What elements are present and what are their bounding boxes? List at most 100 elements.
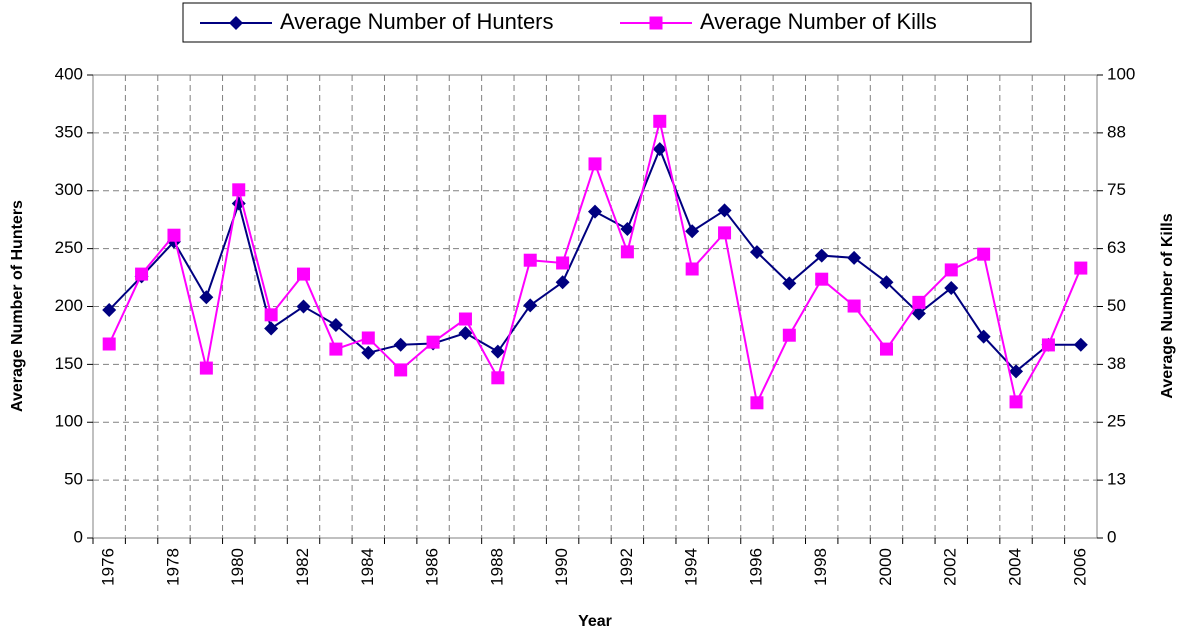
data-point (426, 335, 440, 349)
data-point (815, 272, 829, 286)
y-tick-label: 50 (64, 470, 83, 489)
x-tick-label: 1986 (423, 548, 442, 586)
data-point (912, 295, 926, 309)
legend-marker (649, 16, 663, 30)
y2-tick-label: 38 (1107, 354, 1126, 373)
data-point (394, 363, 408, 377)
data-point (879, 275, 894, 290)
data-point (944, 263, 958, 277)
data-point (135, 267, 149, 281)
data-point (393, 337, 408, 352)
y2-tick-label: 13 (1107, 470, 1126, 489)
data-point (718, 226, 732, 240)
x-tick-label: 2004 (1006, 548, 1025, 586)
data-point (977, 247, 991, 261)
x-tick-label: 1980 (228, 548, 247, 586)
x-tick-label: 1976 (99, 548, 118, 586)
data-point (296, 299, 311, 314)
data-point (847, 299, 861, 313)
x-tick-label: 2006 (1070, 548, 1089, 586)
data-point (782, 276, 797, 291)
legend-label: Average Number of Hunters (280, 9, 554, 34)
y-tick-label: 100 (55, 412, 83, 431)
y-tick-label: 250 (55, 238, 83, 257)
data-point (911, 306, 926, 321)
x-tick-label: 1988 (487, 548, 506, 586)
data-point (685, 224, 700, 239)
x-tick-label: 1990 (552, 548, 571, 586)
data-point (847, 250, 862, 265)
x-tick-label: 2000 (876, 548, 895, 586)
data-point (782, 328, 796, 342)
data-point (652, 142, 667, 157)
data-point (1009, 395, 1023, 409)
data-point (944, 280, 959, 295)
y-tick-label: 400 (55, 64, 83, 83)
data-point (750, 396, 764, 410)
y2-tick-label: 25 (1107, 412, 1126, 431)
data-point (523, 298, 538, 313)
data-point (361, 345, 376, 360)
data-point (361, 331, 375, 345)
data-point (1041, 338, 1055, 352)
data-point (199, 361, 213, 375)
y-tick-label: 200 (55, 296, 83, 315)
data-point (879, 342, 893, 356)
data-point (685, 262, 699, 276)
x-tick-label: 2002 (941, 548, 960, 586)
data-point (458, 326, 473, 341)
data-point (490, 344, 505, 359)
data-point (653, 114, 667, 128)
y-tick-label: 350 (55, 122, 83, 141)
data-point (814, 248, 829, 263)
data-point (199, 290, 214, 305)
x-tick-label: 1982 (293, 548, 312, 586)
data-point (328, 318, 343, 333)
data-point (329, 342, 343, 356)
data-point (232, 183, 246, 197)
x-tick-label: 1978 (163, 548, 182, 586)
x-axis-title: Year (578, 613, 612, 630)
data-point (167, 228, 181, 242)
x-tick-label: 1998 (811, 548, 830, 586)
data-point (555, 275, 570, 290)
data-point (749, 245, 764, 260)
y-tick-label: 150 (55, 354, 83, 373)
data-point (297, 267, 311, 281)
data-point (556, 256, 570, 270)
data-point (102, 337, 116, 351)
data-point (620, 221, 635, 236)
y2-tick-label: 88 (1107, 122, 1126, 141)
data-point (717, 203, 732, 218)
data-point (102, 302, 117, 317)
data-point (264, 308, 278, 322)
legend-box (182, 2, 1032, 43)
data-point (523, 253, 537, 267)
x-tick-label: 1994 (682, 548, 701, 586)
y-tick-label: 300 (55, 180, 83, 199)
x-tick-label: 1992 (617, 548, 636, 586)
y2-tick-label: 50 (1107, 296, 1126, 315)
data-point (588, 204, 602, 219)
data-point (1074, 261, 1088, 275)
y-axis-title: Average Number of Hunters (9, 200, 26, 412)
x-tick-label: 1996 (746, 548, 765, 586)
data-point (976, 329, 991, 344)
y2-axis-title: Average Number of Kills (1159, 213, 1176, 398)
x-tick-label: 1984 (358, 548, 377, 586)
y2-tick-label: 0 (1107, 527, 1116, 546)
legend-label: Average Number of Kills (700, 9, 937, 34)
data-point (1073, 337, 1088, 352)
data-point (620, 245, 634, 259)
data-point (491, 371, 505, 385)
y2-tick-label: 63 (1107, 238, 1126, 257)
data-point (458, 312, 472, 326)
y2-tick-label: 100 (1107, 64, 1135, 83)
y-tick-label: 0 (74, 527, 83, 546)
y2-tick-label: 75 (1107, 180, 1126, 199)
legend-marker (229, 16, 243, 30)
data-point (264, 321, 279, 336)
data-point (588, 157, 602, 171)
data-point (1009, 364, 1024, 379)
